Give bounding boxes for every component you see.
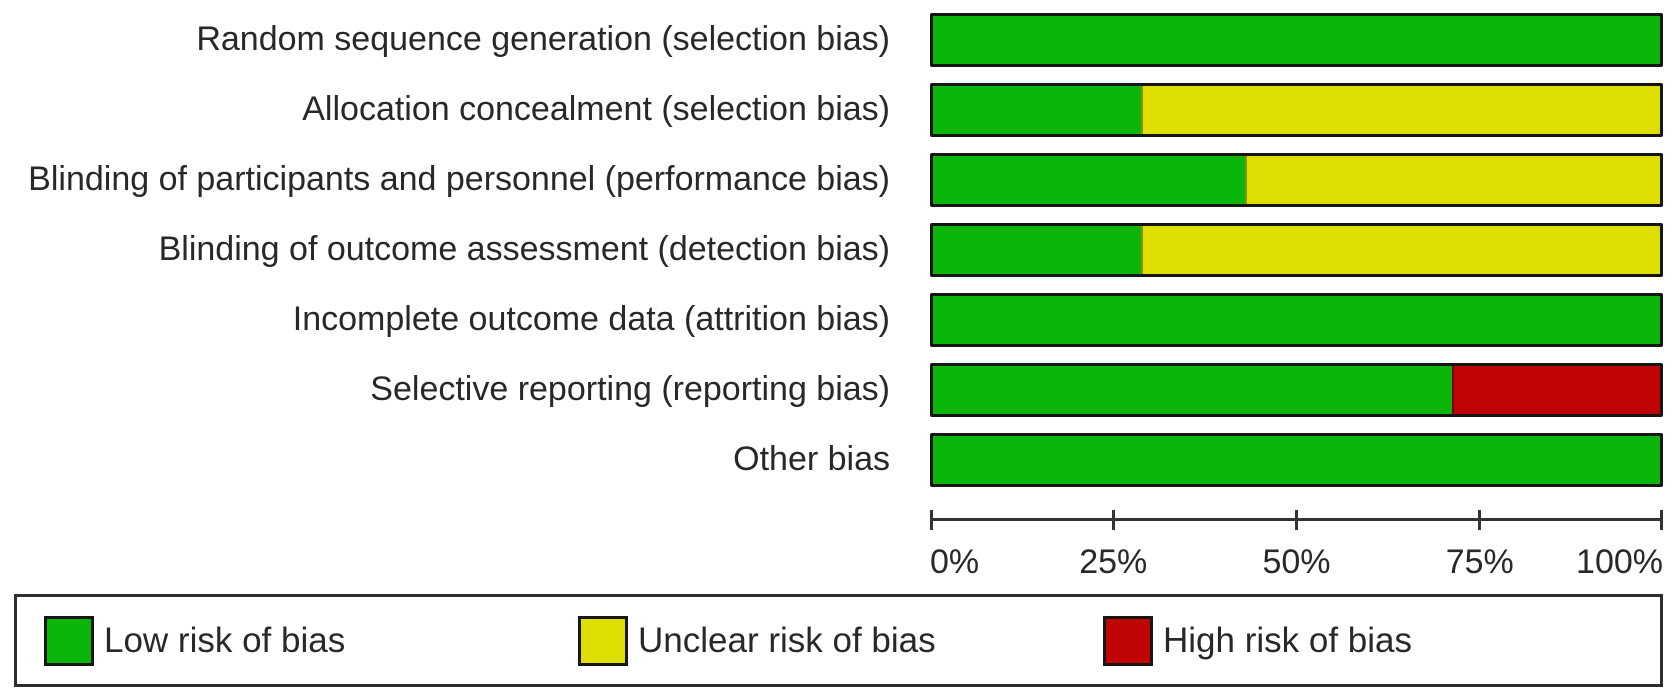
chart-row: Other bias	[0, 433, 1677, 487]
axis-tick-label: 100%	[1576, 543, 1663, 581]
axis-tick-label: 50%	[1262, 543, 1331, 581]
bar-segment-low-risk-of-bias	[933, 226, 1141, 274]
row-label: Random sequence generation (selection bi…	[196, 20, 890, 59]
axis-tick	[1478, 510, 1482, 530]
legend-label: High risk of bias	[1163, 620, 1412, 660]
row-label: Other bias	[733, 440, 890, 479]
row-label: Blinding of participants and personnel (…	[28, 160, 890, 199]
axis-tick	[930, 510, 933, 530]
row-label: Allocation concealment (selection bias)	[302, 90, 890, 129]
row-label: Incomplete outcome data (attrition bias)	[292, 300, 890, 339]
axis-tick-label: 0%	[930, 543, 980, 581]
row-label: Blinding of outcome assessment (detectio…	[158, 230, 890, 269]
bar-segment-low-risk-of-bias	[933, 436, 1660, 484]
stacked-bar	[930, 433, 1663, 487]
legend: Low risk of bias Unclear risk of bias High…	[14, 594, 1663, 687]
bar-segment-low-risk-of-bias	[933, 296, 1660, 344]
stacked-bar	[930, 83, 1663, 137]
legend-item-low-risk-of-bias: Low risk of bias	[44, 615, 346, 666]
chart-row: Selective reporting (reporting bias)	[0, 363, 1677, 417]
bar-segment-low-risk-of-bias	[933, 86, 1141, 134]
legend-swatch-unclear-risk-of-bias	[578, 615, 628, 666]
bar-segment-unclear-risk-of-bias	[1140, 226, 1660, 274]
stacked-bar	[930, 13, 1663, 67]
legend-item-high-risk-of-bias: High risk of bias	[1103, 615, 1412, 666]
axis-tick	[1660, 510, 1663, 530]
chart-row: Incomplete outcome data (attrition bias)	[0, 293, 1677, 347]
bar-segment-low-risk-of-bias	[933, 366, 1453, 414]
axis-tick	[1295, 510, 1298, 530]
legend-item-unclear-risk-of-bias: Unclear risk of bias	[578, 615, 936, 666]
legend-label: Unclear risk of bias	[638, 620, 936, 660]
bar-segment-unclear-risk-of-bias	[1140, 86, 1660, 134]
x-axis-tick-labels: 0% 25% 50% 75% 100%	[930, 539, 1663, 589]
chart-row: Random sequence generation (selection bi…	[0, 13, 1677, 67]
stacked-bar	[930, 153, 1663, 207]
stacked-bar	[930, 363, 1663, 417]
legend-swatch-high-risk-of-bias	[1103, 615, 1153, 666]
bar-segment-low-risk-of-bias	[933, 16, 1660, 64]
chart-row: Allocation concealment (selection bias)	[0, 83, 1677, 137]
legend-label: Low risk of bias	[104, 620, 346, 660]
stacked-bar	[930, 293, 1663, 347]
legend-swatch-low-risk-of-bias	[44, 615, 94, 666]
bar-segment-low-risk-of-bias	[933, 156, 1245, 204]
bar-segment-high-risk-of-bias	[1452, 366, 1660, 414]
axis-tick	[1111, 510, 1115, 530]
x-axis	[930, 503, 1663, 539]
chart-row: Blinding of outcome assessment (detectio…	[0, 223, 1677, 277]
row-label: Selective reporting (reporting bias)	[370, 370, 890, 409]
axis-tick-label: 75%	[1445, 543, 1514, 581]
axis-tick-label: 25%	[1079, 543, 1148, 581]
chart-row: Blinding of participants and personnel (…	[0, 153, 1677, 207]
bar-segment-unclear-risk-of-bias	[1244, 156, 1660, 204]
chart-rows: Random sequence generation (selection bi…	[0, 13, 1677, 487]
stacked-bar	[930, 223, 1663, 277]
